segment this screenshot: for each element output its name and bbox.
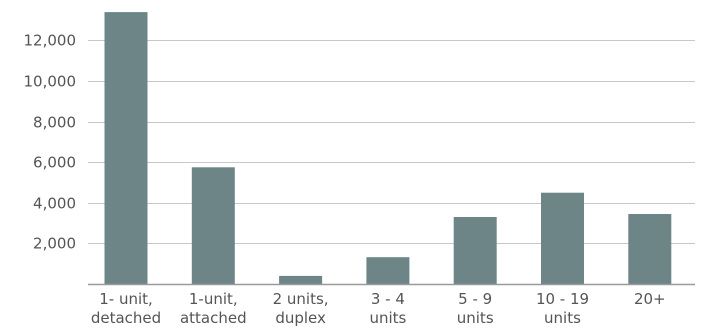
y-tick-label: 12,000: [24, 32, 77, 50]
x-category-label: 1- unit, detached: [91, 290, 161, 327]
bars: [104, 12, 672, 284]
x-category-label: 1-unit, attached: [180, 290, 247, 327]
x-category-label: 10 - 19 units: [536, 290, 589, 327]
x-category-label: 5 - 9 units: [457, 290, 494, 327]
y-axis-tick-labels: 2,000 4,000 6,000 8,000 10,000 12,000: [24, 32, 77, 253]
bar: [191, 167, 235, 284]
bar: [279, 275, 323, 284]
y-tick-label: 2,000: [33, 235, 76, 253]
bar: [541, 192, 584, 284]
y-tick-label: 4,000: [33, 195, 76, 213]
x-category-label: 2 units, duplex: [273, 290, 329, 327]
bar: [104, 12, 148, 284]
y-tick-label: 8,000: [33, 114, 76, 132]
x-category-label: 3 - 4 units: [369, 290, 406, 327]
bar: [366, 257, 410, 284]
grid-lines: [88, 40, 695, 244]
bar: [628, 214, 672, 284]
x-category-label: 20+: [634, 290, 666, 308]
y-tick-label: 10,000: [24, 73, 77, 91]
y-tick-label: 6,000: [33, 154, 76, 172]
x-axis-category-labels: 1- unit, detached 1-unit, attached 2 units, d…: [91, 290, 666, 327]
bar: [453, 217, 497, 284]
